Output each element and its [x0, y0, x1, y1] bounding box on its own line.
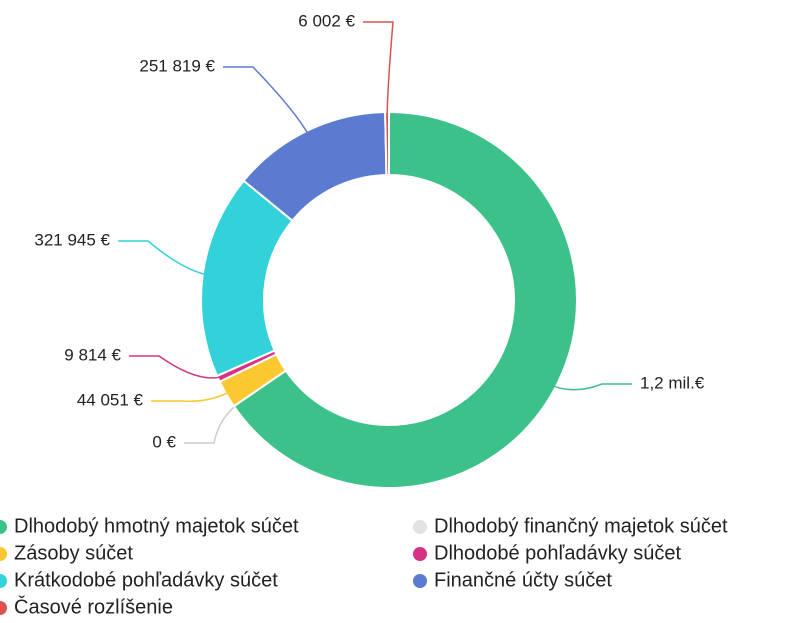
leader-line [129, 355, 228, 379]
donut-slice [232, 110, 578, 489]
legend-marker [413, 574, 427, 588]
leader-line [363, 21, 394, 123]
data-label: 0 € [152, 432, 176, 451]
data-label: 9 814 € [64, 345, 121, 364]
data-label: 44 051 € [77, 390, 144, 409]
legend-label: Finančné účty súčet [434, 569, 612, 591]
legend-label: Dlhodobý finančný majetok súčet [434, 515, 728, 537]
legend-label: Dlhodobé pohľadávky súčet [434, 542, 682, 564]
legend-marker [0, 520, 7, 534]
data-label: 321 945 € [34, 230, 110, 249]
leader-line [151, 388, 236, 403]
legend-marker [413, 520, 427, 534]
legend-marker [0, 574, 7, 588]
legend-label: Časové rozlíšenie [14, 595, 173, 618]
data-label: 6 002 € [298, 11, 355, 30]
legend-label: Dlhodobý hmotný majetok súčet [14, 515, 299, 537]
leader-line [546, 382, 632, 391]
legend-marker [0, 601, 7, 615]
data-label: 251 819 € [139, 56, 215, 75]
leader-line [223, 66, 312, 141]
data-label: 1,2 mil.€ [640, 373, 705, 392]
leader-line [118, 240, 213, 277]
legend-marker [0, 547, 7, 561]
legend-label: Zásoby súčet [14, 542, 133, 564]
legend-label: Krátkodobé pohľadávky súčet [14, 569, 278, 591]
donut-slice [384, 110, 390, 177]
legend-marker [413, 547, 427, 561]
